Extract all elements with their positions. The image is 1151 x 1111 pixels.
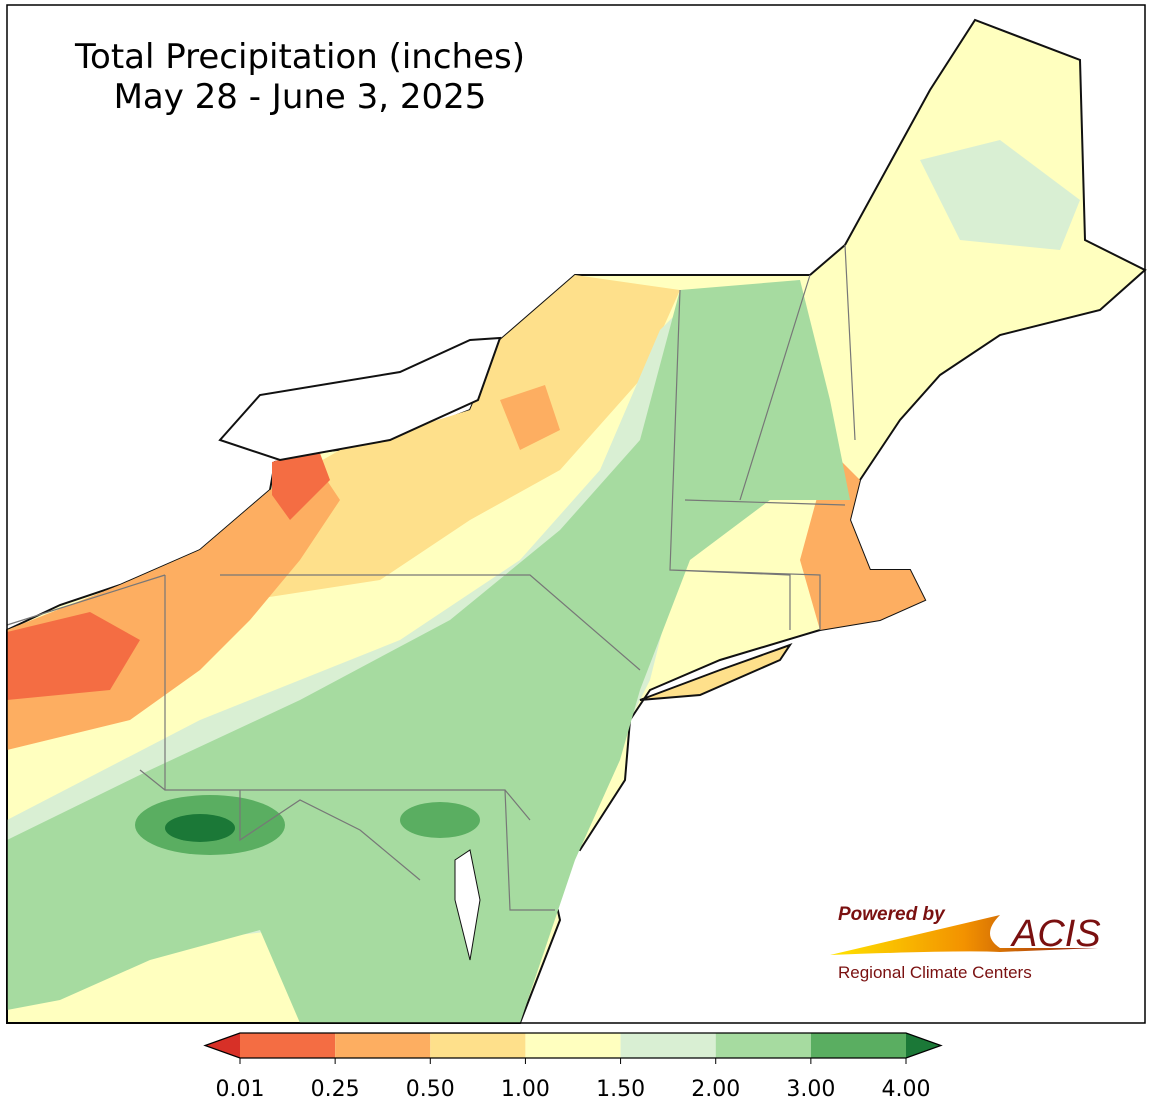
colorbar-tick-label: 1.50 bbox=[596, 1077, 645, 1102]
logo-name: ACIS bbox=[1010, 913, 1101, 955]
map-subtitle: May 28 - June 3, 2025 bbox=[114, 77, 487, 117]
colorbar-bin bbox=[715, 1033, 811, 1058]
colorbar-tick-label: 1.00 bbox=[501, 1077, 550, 1102]
colorbar-tick-label: 3.00 bbox=[786, 1077, 835, 1102]
colorbar-bin bbox=[335, 1033, 431, 1058]
colorbar-over bbox=[906, 1033, 941, 1058]
colorbar-tick-label: 4.00 bbox=[882, 1077, 931, 1102]
colorbar-under bbox=[205, 1033, 240, 1058]
colorbar-bin bbox=[430, 1033, 526, 1058]
colorbar-tick-label: 0.50 bbox=[406, 1077, 455, 1102]
logo-powered-by: Powered by bbox=[838, 904, 946, 925]
colorbar-bin bbox=[240, 1033, 336, 1058]
region-dark-green bbox=[400, 802, 480, 838]
colorbar-tick-label: 0.25 bbox=[311, 1077, 360, 1102]
colorbar-bin bbox=[810, 1033, 906, 1058]
long-island bbox=[639, 643, 793, 701]
region-orange bbox=[7, 385, 925, 750]
map-title: Total Precipitation (inches) bbox=[74, 37, 525, 77]
logo: Powered by ACIS Regional Climate Centers bbox=[830, 904, 1101, 982]
logo-subtitle: Regional Climate Centers bbox=[838, 963, 1032, 982]
colorbar-bin bbox=[620, 1033, 716, 1058]
map bbox=[6, 4, 1147, 1024]
map-frame bbox=[6, 4, 1146, 1024]
colorbar-tick-label: 0.01 bbox=[216, 1077, 265, 1102]
region-red bbox=[7, 448, 330, 700]
region-darkest-green bbox=[165, 814, 235, 842]
lake-ontario bbox=[218, 336, 502, 462]
colorbar-bin bbox=[525, 1033, 621, 1058]
logo-swoosh bbox=[830, 915, 1098, 955]
state-borders bbox=[6, 244, 856, 911]
colorbar-tick-label: 2.00 bbox=[691, 1077, 740, 1102]
colorbar: 0.01 0.25 0.50 1.00 1.50 2.00 3.00 4.00 bbox=[203, 1032, 943, 1102]
chesapeake bbox=[454, 849, 481, 961]
